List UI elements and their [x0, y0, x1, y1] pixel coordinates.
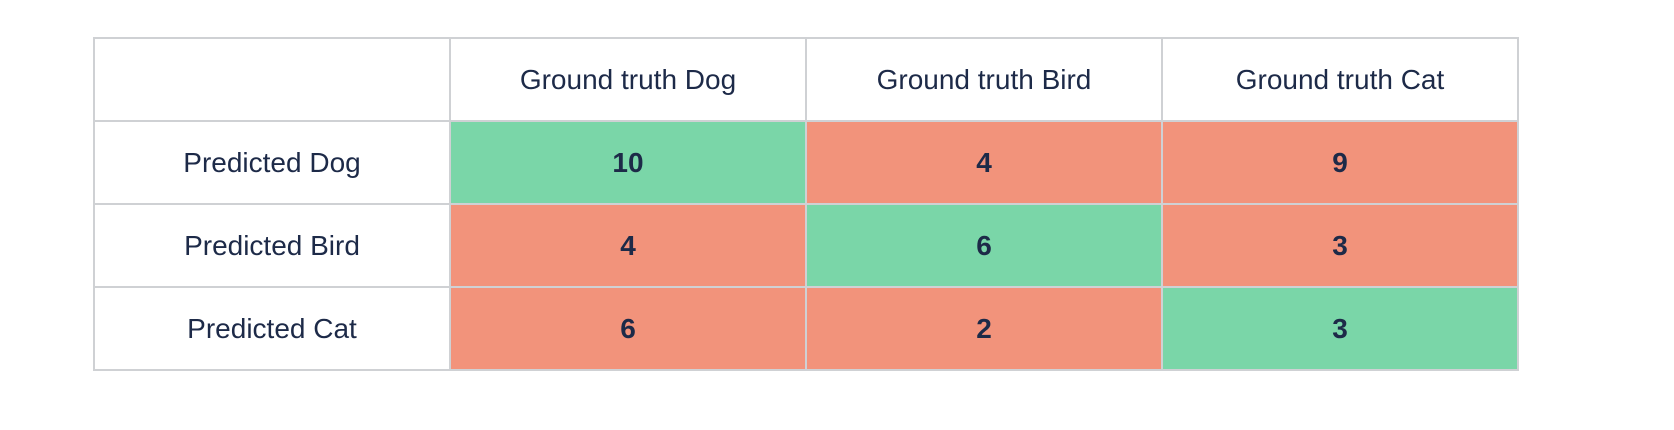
table-row: Predicted Dog 10 4 9 [93, 120, 1519, 205]
count-cell: 9 [1161, 120, 1519, 205]
header-row: Ground truth Dog Ground truth Bird Ground … [93, 37, 1519, 122]
column-header: Ground truth Cat [1161, 37, 1519, 122]
table-row: Predicted Cat 6 2 3 [93, 286, 1519, 371]
confusion-matrix: Ground truth Dog Ground truth Bird Ground … [93, 37, 1519, 371]
count-cell: 3 [1161, 203, 1519, 288]
row-header: Predicted Bird [93, 203, 451, 288]
count-cell: 4 [805, 120, 1163, 205]
table-body: Predicted Dog 10 4 9 Predicted Bird 4 6 3 Predic… [93, 120, 1519, 371]
table-row: Predicted Bird 4 6 3 [93, 203, 1519, 288]
row-header: Predicted Dog [93, 120, 451, 205]
count-cell: 6 [449, 286, 807, 371]
count-cell: 2 [805, 286, 1163, 371]
count-cell: 6 [805, 203, 1163, 288]
column-header: Ground truth Dog [449, 37, 807, 122]
count-cell: 10 [449, 120, 807, 205]
row-header: Predicted Cat [93, 286, 451, 371]
count-cell: 3 [1161, 286, 1519, 371]
count-cell: 4 [449, 203, 807, 288]
column-header: Ground truth Bird [805, 37, 1163, 122]
corner-cell [93, 37, 451, 122]
table-head: Ground truth Dog Ground truth Bird Ground … [93, 37, 1519, 122]
